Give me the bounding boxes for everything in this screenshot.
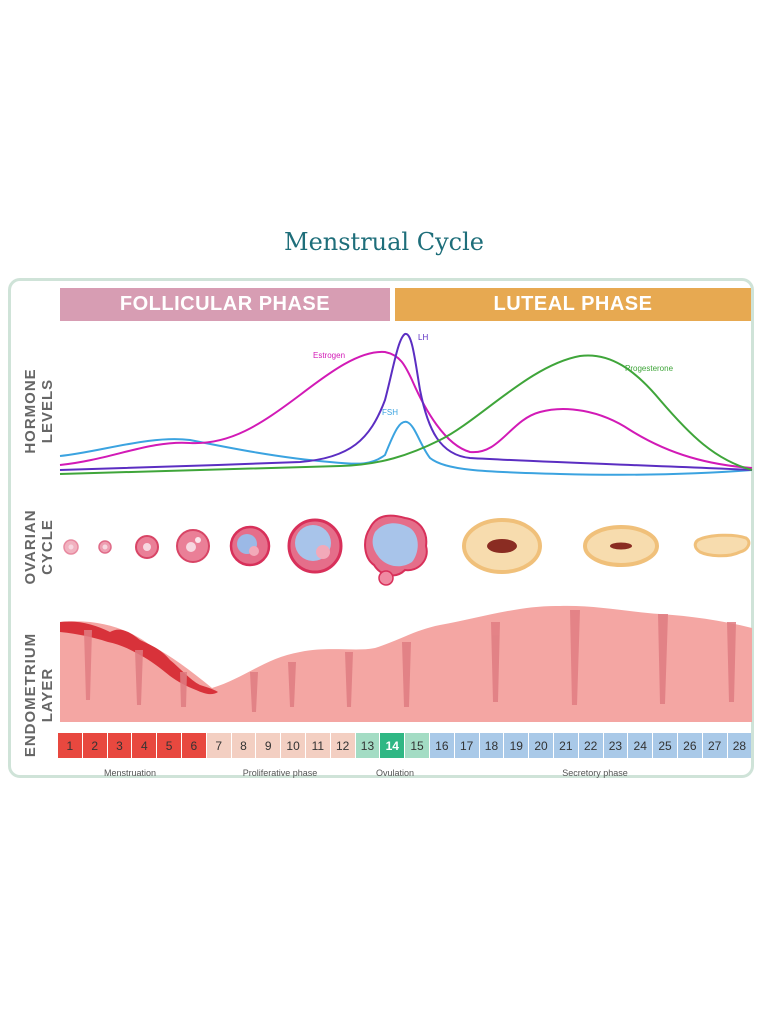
day-cell: 12: [330, 733, 355, 758]
fsh-label: FSH: [382, 408, 398, 417]
secretory-phase-label: Secretory phase: [562, 768, 628, 778]
day-cell: 1: [58, 733, 82, 758]
endometrial-glands: [84, 610, 736, 712]
estrogen-label: Estrogen: [313, 351, 346, 360]
day-strip: 1 2 3 4 5 6 7 8 9 10 11 12 13 14 15 16 17 18 19 20 21 22 23 24 2…: [58, 733, 752, 758]
day-cell: 28: [727, 733, 752, 758]
follicle-6: [287, 518, 343, 574]
follicle-2: [98, 540, 112, 554]
follicular-phase-banner: FOLLICULAR PHASE: [60, 288, 390, 321]
follicle-5: [229, 525, 271, 567]
day-cell: 27: [702, 733, 727, 758]
day-cell: 8: [231, 733, 256, 758]
day-cell: 2: [82, 733, 107, 758]
menstruation-label: Menstruation: [103, 768, 157, 778]
corpus-luteum-2: [583, 525, 659, 567]
proliferative-phase-label: Proliferative phase: [242, 768, 318, 778]
corpus-luteum-1: [462, 518, 542, 574]
estrogen-curve: [59, 350, 753, 469]
day-cell: 6: [181, 733, 206, 758]
day-cell: 19: [504, 733, 529, 758]
day-cell: 26: [677, 733, 702, 758]
day-cell: 15: [405, 733, 429, 758]
day-cell: 21: [553, 733, 578, 758]
fsh-curve: [59, 420, 753, 476]
diagram-title: Menstrual Cycle: [284, 228, 484, 256]
day-cell: 4: [132, 733, 157, 758]
day-cell: 3: [107, 733, 132, 758]
follicle-4: [176, 529, 210, 563]
lh-curve: [59, 333, 753, 471]
ovulation-label: Ovulation: [375, 768, 415, 778]
day-cell: 10: [281, 733, 305, 758]
day-cell: 16: [429, 733, 454, 758]
day-cell: 7: [206, 733, 231, 758]
corpus-albicans: [693, 533, 751, 558]
day-cell: 9: [256, 733, 281, 758]
ovulating-follicle: [364, 514, 428, 586]
day-cell: 11: [305, 733, 330, 758]
day-cell: 17: [454, 733, 479, 758]
day-cell: 25: [653, 733, 677, 758]
day-cell: 24: [628, 733, 653, 758]
day-cell: 13: [355, 733, 380, 758]
diagram-frame: [8, 278, 754, 778]
day-cell: 22: [578, 733, 603, 758]
day-cell: 23: [603, 733, 628, 758]
day-cell: 20: [529, 733, 553, 758]
menstrual-lining: [60, 621, 218, 695]
progesterone-curve: [59, 354, 753, 475]
day-cell: 14: [380, 733, 405, 758]
day-cell: 18: [479, 733, 504, 758]
day-cell: 5: [157, 733, 181, 758]
follicle-3: [135, 535, 159, 559]
follicle-1: [63, 539, 79, 555]
progesterone-label: Progesterone: [625, 364, 674, 373]
lh-label: LH: [418, 333, 429, 342]
luteal-phase-banner: LUTEAL PHASE: [395, 288, 751, 321]
